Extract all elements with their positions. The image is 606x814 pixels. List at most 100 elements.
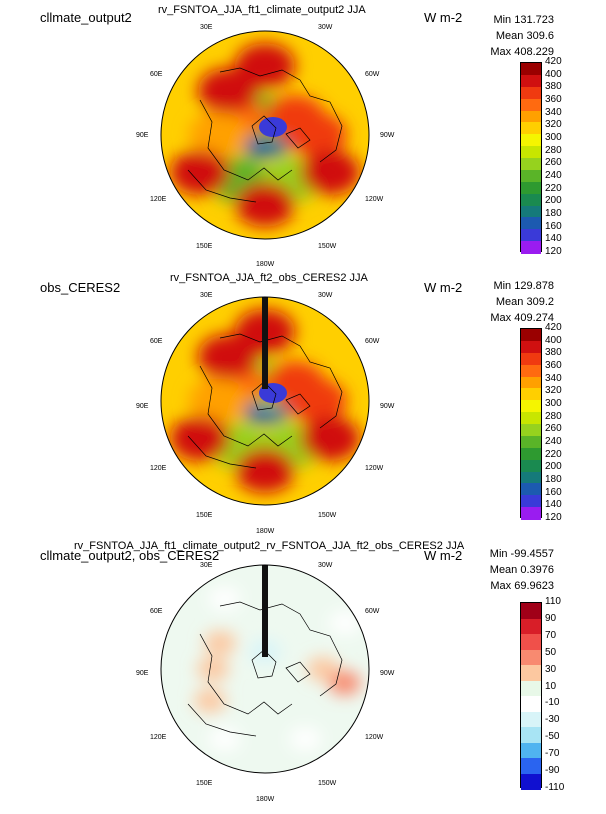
colorbar-tick-label: 400 [545,334,562,346]
lon-label-60w: 60W [365,338,380,345]
lon-label-150w: 150W [318,243,337,250]
colorbar-tick-label: 140 [545,233,562,245]
colorbar-swatch [521,711,541,728]
polar-map [160,296,370,506]
panel-observed: obs_CERES2 rv_FSNTOA_JJA_ft2_obs_CERES2 … [0,270,606,540]
colorbar-tick-label: 300 [545,398,562,409]
colorbar-tick-label: 120 [545,246,562,257]
lon-label-90w: 90W [380,403,395,410]
colorbar-tick-label: -90 [545,765,560,777]
colorbar-swatch [521,98,541,111]
stat-mean: Mean 309.2 [495,296,554,308]
units-label: W m-2 [424,280,463,295]
colorbar-tick-label: -10 [545,697,560,709]
colorbar: 110 90 70 50 30 10 -10 -30 -50 -70 -90 -110 [520,597,580,793]
stat-mean: Mean 0.3976 [489,564,554,576]
colorbar-swatch [521,110,541,123]
panel-title: cllmate_output2 [40,10,132,25]
colorbar-swatch [521,447,541,461]
panel-subtitle: rv_FSNTOA_JJA_ft1_climate_output2_rv_FSN… [74,540,465,552]
colorbar-swatch [521,424,541,437]
data-region [208,727,241,752]
lon-label-90w: 90W [380,670,395,677]
lon-label-30w: 30W [318,24,333,31]
data-region [287,378,347,424]
colorbar-swatch [521,507,541,520]
colorbar-tick-label: 400 [545,68,562,80]
colorbar-tick-label: 160 [545,220,562,232]
data-region [194,688,226,713]
data-region [170,150,230,196]
colorbar-swatch [521,340,541,354]
lon-label-90e: 90E [136,132,149,139]
colorbar-swatch [521,618,541,635]
panel-title: obs_CERES2 [40,280,121,295]
colorbar-swatch [521,229,541,242]
colorbar-tick-label: 360 [545,94,562,105]
data-region [197,68,258,114]
colorbar-swatch [521,146,541,159]
lon-label-30e: 30E [200,24,213,31]
stats-box: Min 129.878 Mean 309.2 Max 409.274 [490,278,554,326]
colorbar-swatch [521,364,541,377]
colorbar-swatch [521,376,541,389]
map-border [160,564,370,774]
lon-label-150e: 150E [196,512,213,519]
colorbar-swatch [521,63,541,76]
colorbar-swatches [520,62,542,254]
colorbar-tick-label: 110 [545,596,561,607]
colorbar-swatch [521,758,541,774]
lon-label-60e: 60E [150,71,163,78]
colorbar-tick-label: 300 [545,132,562,143]
lon-label-60e: 60E [150,608,163,615]
lon-label-150e: 150E [196,243,213,250]
map-border [160,30,370,240]
stat-max: Max 69.9623 [490,580,554,592]
data-region [287,112,347,158]
colorbar-swatch [521,435,541,449]
colorbar-tick-label: 220 [545,448,562,460]
colorbar-tick-label: 240 [545,170,562,181]
lon-label-150w: 150W [318,512,337,519]
colorbar-swatch [521,352,541,366]
panel-difference: cllmate_output2, obs_CERES2 rv_FSNTOA_JJ… [0,540,606,810]
data-region [188,112,249,158]
lon-label-60w: 60W [365,71,380,78]
colorbar-swatches [520,602,542,790]
colorbar-swatch [521,181,541,195]
colorbar-tick-label: -70 [545,748,560,760]
colorbar-tick-label: 260 [545,157,562,169]
colorbar-swatch [521,471,541,484]
lon-label-90e: 90E [136,403,149,410]
data-region [289,727,322,752]
units-label: W m-2 [424,548,463,563]
pole-minimum-region [259,117,287,137]
coastline [187,333,343,469]
colorbar-tick-label: 380 [545,347,562,359]
colorbar-tick-label: -50 [545,731,560,743]
colorbar-tick-label: 320 [545,119,562,131]
stat-min: Min -99.4557 [489,548,554,560]
colorbar-swatch [521,603,541,619]
lon-label-120w: 120W [365,734,384,741]
lon-label-180w: 180W [256,528,275,535]
colorbar-swatches [520,328,542,520]
colorbar-tick-label: 360 [545,360,562,371]
lon-label-90w: 90W [380,132,395,139]
colorbar-tick-label: 50 [545,646,557,658]
colorbar-tick-label: 180 [545,474,562,485]
lon-label-150e: 150E [196,780,213,787]
stat-mean: Mean 309.6 [495,30,554,42]
colorbar-swatch [521,329,541,342]
colorbar-swatch [521,649,541,666]
colorbar-tick-label: 420 [545,56,562,67]
colorbar-tick-label: 200 [545,195,562,207]
lon-label-120e: 120E [150,734,167,741]
coastline [187,601,343,737]
lon-label-60w: 60W [365,608,380,615]
lon-label-180w: 180W [256,796,275,803]
missing-data-stripe [262,565,268,657]
stat-min: Min 129.878 [493,280,554,292]
data-region [329,610,362,635]
colorbar-swatch [521,400,541,413]
